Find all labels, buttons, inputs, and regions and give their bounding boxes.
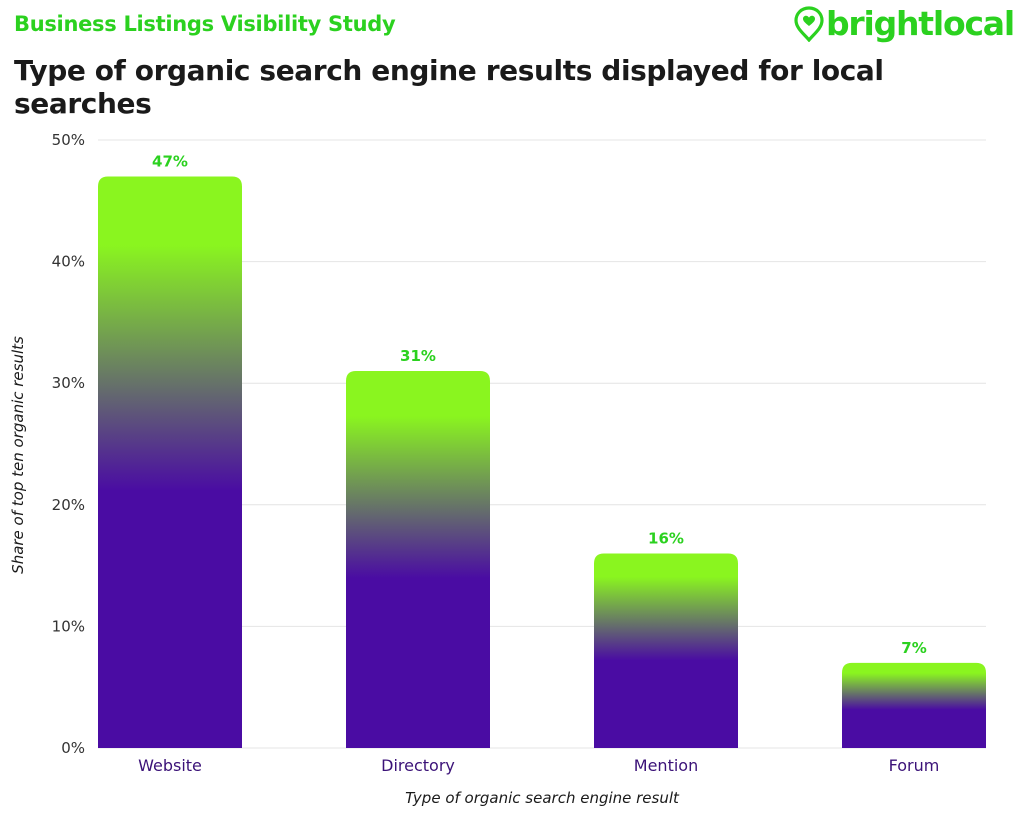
y-tick-label: 30% <box>52 374 85 392</box>
bar-mention <box>594 553 738 748</box>
category-label-directory: Directory <box>381 756 455 775</box>
chart-title: Type of organic search engine results di… <box>14 54 884 120</box>
y-tick-label: 10% <box>52 617 85 635</box>
bar-forum <box>842 662 986 748</box>
data-label-directory: 31% <box>400 347 436 365</box>
data-label-website: 47% <box>152 152 188 170</box>
y-tick-label: 50% <box>52 131 85 149</box>
category-label-mention: Mention <box>634 756 698 775</box>
brightlocal-logo: brightlocal <box>794 4 1015 43</box>
category-label-forum: Forum <box>889 756 940 775</box>
x-axis-label: Type of organic search engine result <box>405 789 680 807</box>
logo-wordmark: brightlocal <box>825 4 1015 43</box>
category-labels: Website Directory Mention Forum <box>138 756 939 775</box>
y-axis-label: Share of top ten organic results <box>9 336 27 574</box>
study-kicker: Business Listings Visibility Study <box>14 12 396 36</box>
y-tick-label: 0% <box>61 739 85 757</box>
y-axis-ticks: 0% 10% 20% 30% 40% 50% <box>52 131 85 757</box>
bar-directory <box>346 371 490 748</box>
category-label-website: Website <box>138 756 202 775</box>
data-label-mention: 16% <box>648 529 684 547</box>
y-tick-label: 40% <box>52 253 85 271</box>
bar-website <box>98 176 242 749</box>
bars <box>98 176 986 749</box>
map-pin-heart-icon <box>794 5 824 42</box>
data-label-forum: 7% <box>901 639 926 657</box>
data-labels: 47% 31% 16% 7% <box>152 152 927 656</box>
y-tick-label: 20% <box>52 496 85 514</box>
gridlines <box>98 139 986 749</box>
